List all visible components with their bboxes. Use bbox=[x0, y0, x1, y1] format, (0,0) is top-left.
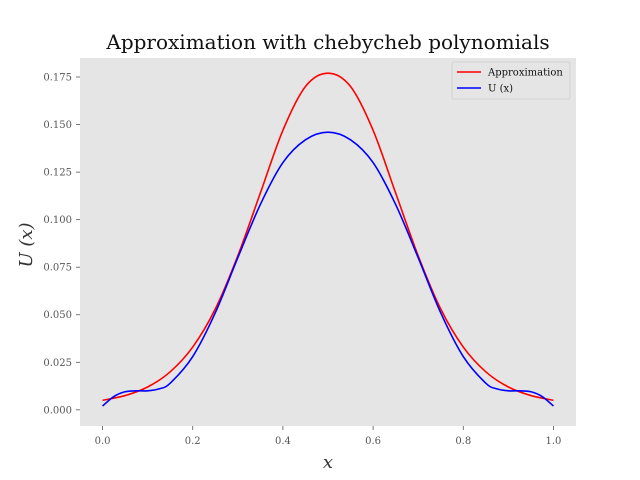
series-layer bbox=[102, 72, 554, 407]
y-axis-label: U (x) bbox=[16, 222, 37, 267]
x-tick-label: 0.8 bbox=[455, 436, 471, 447]
x-tick-label: 1.0 bbox=[546, 436, 562, 447]
y-tick-label: 0.000 bbox=[43, 405, 72, 416]
ticks-layer: 0.0 0.2 0.4 0.6 0.8 1.0 0.000 0.025 0.050 0.075 0.… bbox=[43, 73, 561, 447]
legend-label-approximation: Approximation bbox=[487, 68, 563, 79]
y-tick-label: 0.100 bbox=[43, 215, 72, 226]
x-tick-label: 0.2 bbox=[185, 436, 201, 447]
y-tick-label: 0.025 bbox=[43, 358, 72, 369]
y-tick-label: 0.175 bbox=[43, 73, 72, 84]
y-tick-label: 0.050 bbox=[43, 310, 72, 321]
legend-box bbox=[451, 61, 571, 100]
y-tick-label: 0.150 bbox=[43, 120, 72, 131]
x-tick-label: 0.6 bbox=[365, 436, 381, 447]
legend: Approximation U (x) bbox=[451, 61, 571, 100]
chart-title: Approximation with chebycheb polynomials bbox=[105, 30, 549, 54]
x-tick-label: 0.0 bbox=[95, 436, 111, 447]
x-tick-label: 0.4 bbox=[275, 436, 291, 447]
y-tick-label: 0.075 bbox=[43, 263, 72, 274]
series-line-approximation bbox=[102, 72, 554, 402]
series-line-u-x bbox=[102, 131, 554, 407]
y-tick-label: 0.125 bbox=[43, 168, 72, 179]
x-axis-label: x bbox=[323, 452, 333, 473]
plot-area bbox=[80, 58, 576, 426]
legend-label-u-x: U (x) bbox=[488, 84, 513, 95]
